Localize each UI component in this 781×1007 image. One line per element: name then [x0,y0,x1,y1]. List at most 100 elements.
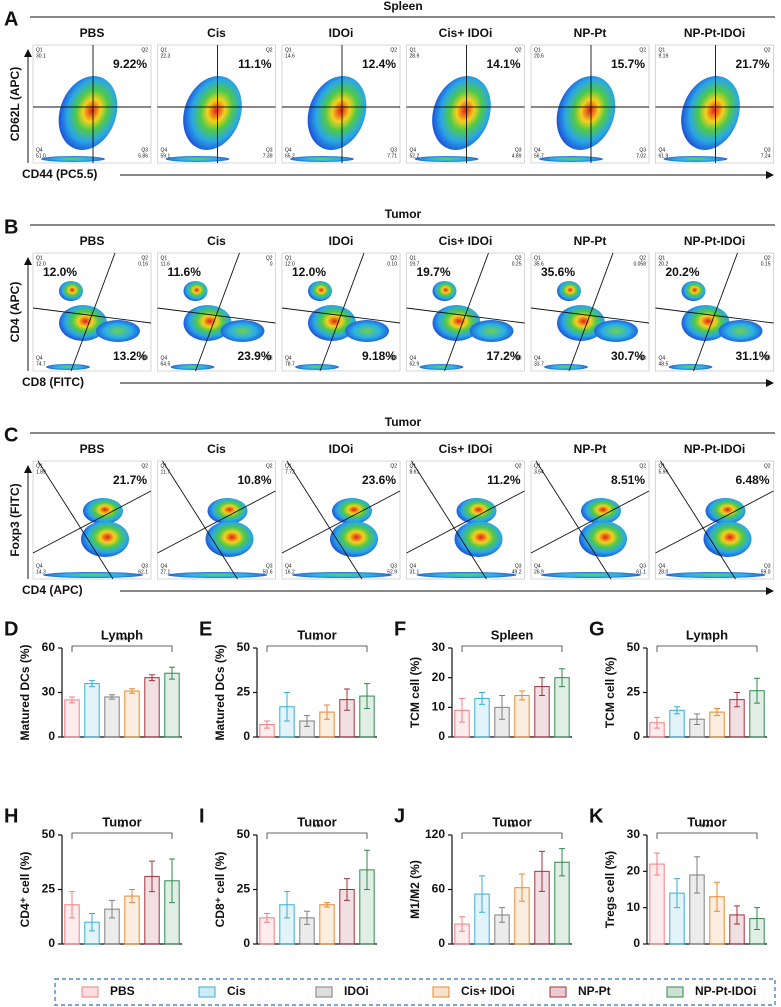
quadrant-name: Q1 [659,255,666,261]
upper-percent: 21.7% [113,473,147,487]
density-blob [541,572,641,578]
error-bar [754,907,760,930]
quadrant-value: 20.2 [659,261,669,267]
legend-label: Cis+ IDOi [461,984,515,998]
error-bar [89,680,95,688]
significance-bracket [266,832,368,839]
quadrant-name: Q2 [266,255,273,261]
y-axis-label: CD8⁺ cell (%) [213,852,227,928]
error-bar [674,878,680,909]
quadrant-value: 11.6 [161,261,171,267]
error-bar [519,690,525,701]
gate-line [530,490,650,554]
gate-line [406,490,525,554]
density-blob [165,156,230,162]
lower-percent: 9.18% [362,349,396,363]
gate-line [444,252,489,372]
quadrant-name: Q4 [410,355,417,361]
gate-line [568,252,614,372]
quadrant-name: Q4 [36,147,43,153]
quadrant-name: Q1 [285,255,292,261]
lower-percent: 17.2% [486,349,520,363]
panel-title: Tumor [385,207,422,221]
quadrant-value: 5.96 [659,469,669,475]
density-blob [579,521,627,557]
density-blob [43,572,143,578]
y-axis-label: Tregs cell (%) [603,851,617,928]
chart-title: Lymph [686,627,728,642]
density-blob [432,281,457,301]
upper-percent: 12.0% [292,265,326,279]
panel-letter: D [4,618,18,640]
quadrant-value: 51.0 [36,153,46,159]
density-blob [332,498,372,524]
quadrant-name: Q1 [534,47,541,53]
group-label: NP-Pt-IDOi [684,442,745,456]
error-bar [304,715,310,727]
quadrant-value: 61.1 [636,569,646,575]
significance-bracket [461,832,563,839]
y-axis-label: Matured DCs (%) [213,644,227,740]
error-bar [304,910,310,925]
density-blob [539,156,603,162]
panel-letter: E [199,618,212,640]
error-bar [694,713,700,726]
quadrant-value: 52.2 [410,153,420,159]
gate-line [660,460,736,580]
quadrant-value: 7.73 [285,469,295,475]
bar [514,694,530,738]
quadrant-name: Q4 [659,147,666,153]
error-bar [714,881,720,912]
error-bar [324,902,330,908]
quadrant-name: Q1 [36,47,43,53]
quadrant-name: Q2 [266,47,273,53]
quadrant-name: Q2 [515,47,522,53]
bar [104,696,120,738]
error-bar [459,697,465,723]
density-blob [58,76,118,150]
chart-title: Tumor [102,814,141,829]
quadrant-value: 59.0 [761,569,771,575]
y-tick-label: 30 [42,685,56,699]
group-label: Cis+ IDOi [439,442,493,456]
y-axis-label: CD4 (APC) [8,282,22,343]
y-axis-label: Foxp3 (FITC) [8,483,22,556]
gate-line [157,490,276,554]
quadrant-value: 30.1 [36,53,46,59]
upper-percent: 9.22% [113,57,147,71]
panel-letter: I [199,805,205,827]
quadrant-name: Q4 [410,563,417,569]
legend-swatch [432,986,450,998]
upper-percent: 20.2% [666,265,700,279]
error-bar [499,907,505,923]
error-bar [459,916,465,932]
upper-percent: 21.7% [735,57,769,71]
upper-percent: 8.51% [611,473,645,487]
legend-label: NP-Pt-IDOi [695,984,756,998]
group-label: Cis [207,234,226,248]
quadrant-value: 0.058 [633,261,646,267]
error-bar [539,850,545,892]
density-blob [557,281,581,301]
legend-box [54,978,776,1006]
legend-label: PBS [110,984,135,998]
chart-title: Lymph [101,627,143,642]
group-label: Cis [207,442,226,456]
y-tick-label: 0 [243,729,250,743]
error-bar [559,848,565,877]
quadrant-name: Q4 [161,563,168,569]
legend-swatch [198,986,216,998]
error-bar [754,677,760,704]
quadrant-value: 14.3 [36,569,46,575]
gate-line [286,460,363,580]
quadrant-value: 22.3 [161,53,171,59]
density-blob [330,521,378,557]
y-tick-label: 0 [633,729,640,743]
density-blob [432,305,481,341]
significance-bracket [461,645,563,652]
y-axis-label: CD62L (APC) [8,67,22,141]
legend-label: NP-Pt [578,984,611,998]
